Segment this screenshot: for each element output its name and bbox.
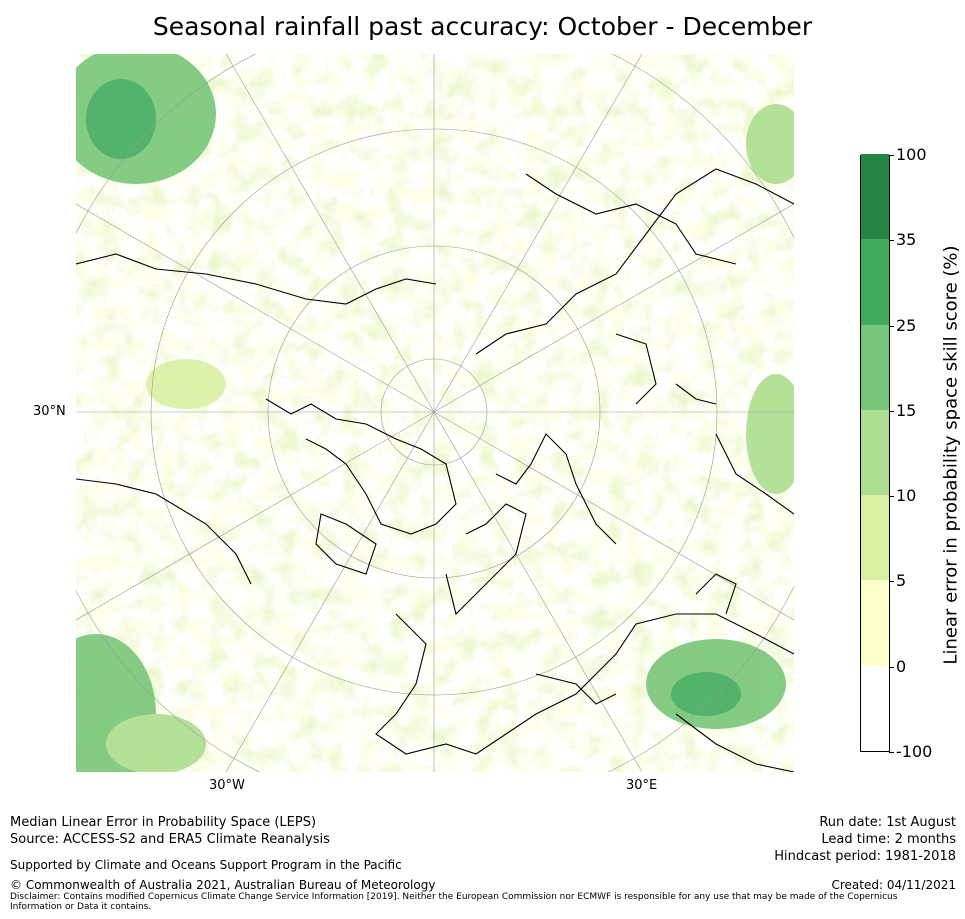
colorbar-tick-label: 10: [896, 486, 917, 506]
colorbar-tick-label: 25: [896, 315, 917, 335]
colorbar-segment: [861, 495, 889, 581]
colorbar-tick-label: 35: [896, 230, 917, 250]
colorbar-segment: [861, 665, 889, 751]
colorbar-segment: [861, 580, 889, 666]
chart-title: Seasonal rainfall past accuracy: October…: [152, 12, 813, 41]
graticule: [76, 54, 794, 772]
footer-lead-time: Lead time: 2 months: [821, 832, 956, 847]
colorbar-segment: [861, 239, 889, 325]
colorbar-tick-mark: [889, 240, 894, 242]
footer-source: Source: ACCESS-S2 and ERA5 Climate Reana…: [10, 832, 330, 847]
footer-disclaimer: Disclaimer: Contains modified Copernicus…: [10, 892, 898, 912]
footer-leps: Median Linear Error in Probability Space…: [10, 815, 317, 830]
colorbar-tick-mark: [889, 581, 894, 583]
map-panel: [76, 54, 794, 772]
footer-support: Supported by Climate and Oceans Support …: [10, 858, 402, 872]
colorbar-tick-mark: [889, 410, 894, 412]
footer-copyright: © Commonwealth of Australia 2021, Austra…: [10, 878, 436, 892]
colorbar-tick-label: 100: [896, 145, 927, 164]
colorbar-tick-label: 5: [896, 571, 907, 591]
colorbar-segment: [861, 154, 889, 240]
colorbar-tick-mark: [889, 325, 894, 327]
lat-30n-label: 30°N: [33, 404, 66, 419]
colorbar-segment: [861, 409, 889, 496]
colorbar: [860, 154, 890, 752]
colorbar-segment: [861, 324, 889, 410]
colorbar-tick-label: 0: [896, 656, 907, 676]
footer-created: Created: 04/11/2021: [831, 878, 956, 892]
high-skill-patches: [76, 54, 794, 772]
colorbar-label: Linear error in probability space skill …: [940, 245, 962, 665]
coastlines: [76, 168, 794, 772]
polar-map: [76, 54, 794, 772]
footer-hindcast: Hindcast period: 1981-2018: [774, 849, 956, 864]
colorbar-tick-mark: [889, 496, 894, 498]
lon-30w-label: 30°W: [209, 778, 245, 793]
footer-run-date: Run date: 1st August: [819, 815, 956, 830]
colorbar-tick-label: -100: [896, 742, 933, 761]
lon-30e-label: 30°E: [626, 778, 658, 793]
colorbar-tick-mark: [889, 155, 894, 156]
colorbar-tick-mark: [889, 752, 894, 753]
colorbar-tick-label: 15: [896, 400, 917, 420]
colorbar-tick-mark: [889, 666, 894, 668]
